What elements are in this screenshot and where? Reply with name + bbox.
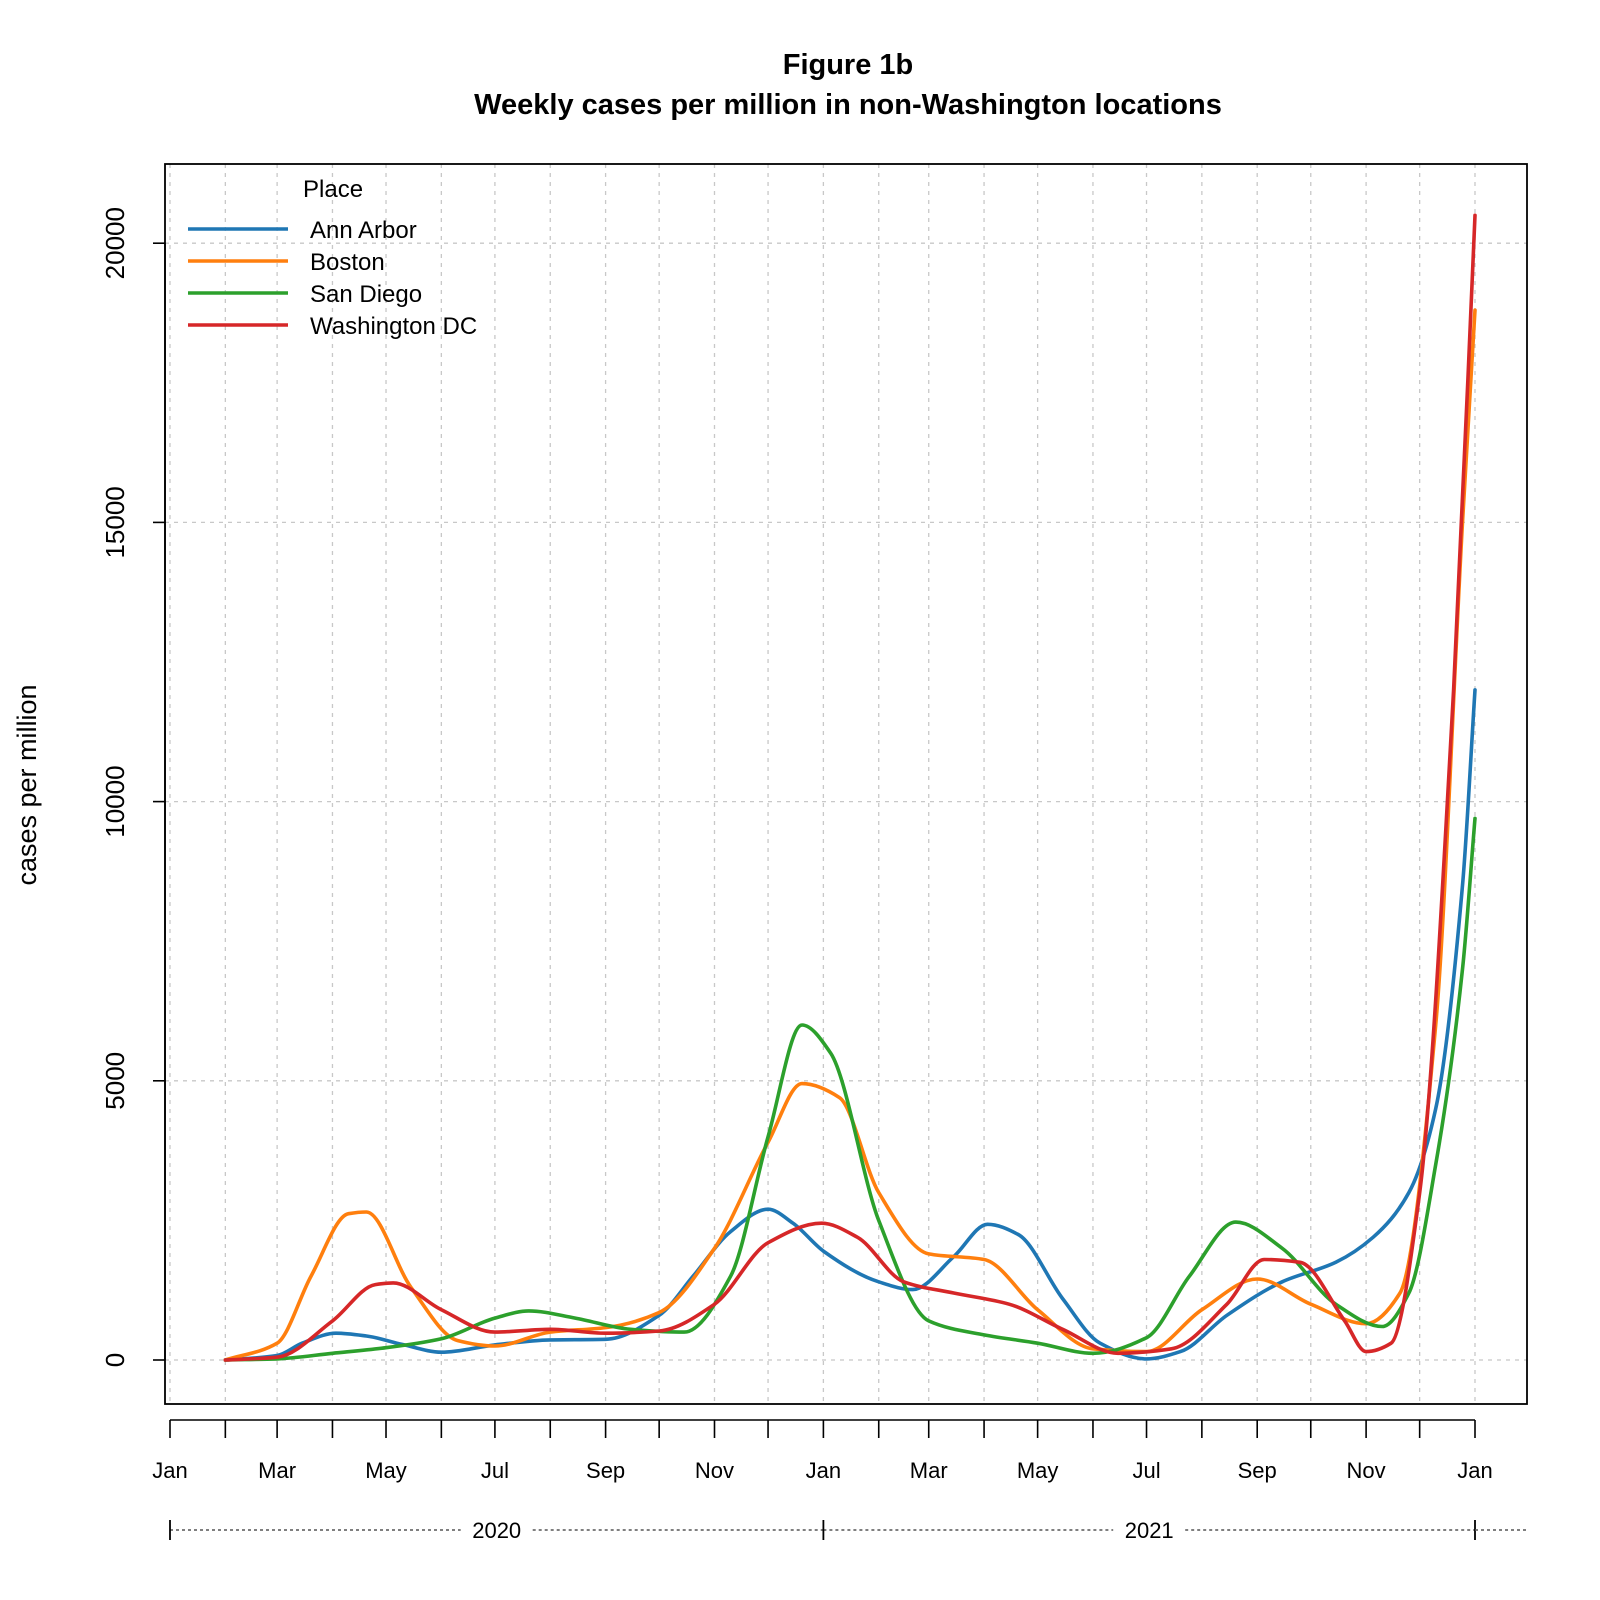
series-line-ann-arbor bbox=[223, 688, 1477, 1362]
x-tick-label: May bbox=[365, 1458, 407, 1483]
x-tick-label: Jan bbox=[806, 1458, 841, 1483]
y-tick-label: 10000 bbox=[100, 765, 130, 837]
grid-layer bbox=[165, 164, 1527, 1404]
series-line-washington-dc bbox=[223, 213, 1477, 1362]
x-tick-label: Nov bbox=[695, 1458, 734, 1483]
plot-area-frame bbox=[164, 163, 1528, 1405]
legend-label-san-diego: San Diego bbox=[310, 281, 422, 308]
x-tick-label: May bbox=[1017, 1458, 1059, 1483]
x-tick-label: Sep bbox=[586, 1458, 625, 1483]
legend-label-washington-dc: Washington DC bbox=[310, 313, 477, 340]
series-line-san-diego bbox=[223, 816, 1477, 1362]
legend-label-ann-arbor: Ann Arbor bbox=[310, 217, 417, 244]
series-line-boston bbox=[223, 308, 1477, 1362]
x-tick-label: Jan bbox=[152, 1458, 187, 1483]
y-axis-label: cases per million bbox=[12, 684, 42, 885]
y-tick-label: 0 bbox=[100, 1353, 130, 1367]
y-axis: 0 5000 10000 15000 20000 bbox=[100, 207, 166, 1367]
y-tick-label: 5000 bbox=[100, 1052, 130, 1110]
x-tick-label: Mar bbox=[910, 1458, 948, 1483]
legend-title: Place bbox=[303, 176, 363, 203]
year-axis: 2020 2021 bbox=[169, 1518, 1527, 1543]
year-label: 2020 bbox=[472, 1518, 521, 1543]
x-tick-label: Jul bbox=[1132, 1458, 1160, 1483]
x-axis: Jan Mar May Jul Sep Nov Jan Mar May Jul Sep Nov Jan bbox=[152, 1419, 1493, 1483]
series-layer bbox=[223, 213, 1477, 1362]
y-tick-label: 20000 bbox=[100, 207, 130, 279]
y-tick-label: 15000 bbox=[100, 486, 130, 558]
legend: Place Ann Arbor Boston San Diego Washington… bbox=[188, 176, 477, 340]
x-tick-label: Jul bbox=[481, 1458, 509, 1483]
chart-title: Figure 1b bbox=[783, 49, 914, 81]
year-label: 2021 bbox=[1125, 1518, 1174, 1543]
chart-subtitle: Weekly cases per million in non-Washingt… bbox=[474, 89, 1222, 121]
x-tick-label: Jan bbox=[1457, 1458, 1492, 1483]
x-tick-label: Sep bbox=[1238, 1458, 1277, 1483]
legend-label-boston: Boston bbox=[310, 249, 385, 276]
x-tick-label: Nov bbox=[1347, 1458, 1386, 1483]
x-tick-label: Mar bbox=[258, 1458, 296, 1483]
